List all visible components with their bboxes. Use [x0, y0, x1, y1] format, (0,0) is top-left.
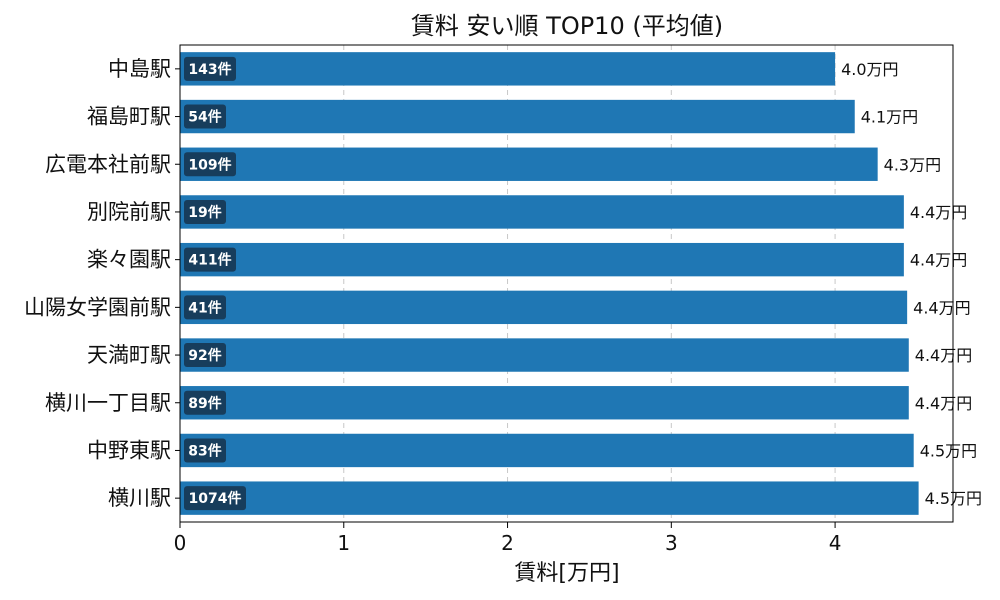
- category-label: 別院前駅: [87, 200, 171, 224]
- count-label: 19件: [188, 204, 221, 221]
- value-label: 4.4万円: [915, 394, 972, 413]
- count-label: 1074件: [189, 490, 242, 507]
- x-axis-label: 賃料[万円]: [514, 561, 619, 586]
- count-label: 143件: [188, 61, 231, 78]
- category-label: 横川駅: [108, 486, 171, 510]
- count-badge: [184, 295, 226, 320]
- bar: [180, 338, 909, 372]
- value-label: 4.5万円: [920, 441, 977, 460]
- count-badge: [184, 152, 236, 177]
- value-label: 4.4万円: [910, 251, 967, 270]
- value-label: 4.4万円: [915, 346, 972, 365]
- count-label: 92件: [188, 347, 221, 364]
- count-badge: [184, 56, 236, 81]
- count-badge: [184, 438, 226, 463]
- category-label: 中島駅: [108, 57, 171, 81]
- count-label: 89件: [188, 395, 221, 412]
- value-label: 4.4万円: [910, 203, 967, 222]
- bar: [180, 147, 878, 181]
- count-badge: [184, 486, 246, 511]
- category-label: 中野東駅: [87, 438, 171, 462]
- bar: [180, 290, 908, 325]
- category-label: 横川一丁目駅: [45, 391, 171, 415]
- category-label: 広電本社前駅: [45, 152, 171, 176]
- count-badge: [184, 390, 226, 415]
- bar: [180, 195, 904, 229]
- count-label: 41件: [188, 299, 221, 316]
- category-label: 天満町駅: [87, 343, 171, 367]
- value-label: 4.3万円: [884, 155, 941, 174]
- count-label: 83件: [188, 442, 221, 459]
- bar: [180, 52, 836, 86]
- plot-frame: [179, 44, 954, 523]
- x-tick-label: 2: [501, 531, 514, 555]
- category-label: 山陽女学園前駅: [24, 295, 171, 319]
- count-badge: [184, 247, 236, 272]
- count-label: 411件: [188, 252, 231, 269]
- x-tick-label: 4: [829, 531, 842, 555]
- value-label: 4.4万円: [913, 298, 970, 317]
- chart-title: 賃料 安い順 TOP10 (平均値): [411, 12, 723, 40]
- bar: [180, 481, 919, 515]
- bars: 4.0万円 143件 4.1万円 54件 4.3万円 109件 4.4万円 19件 4.4万円 4…: [180, 52, 982, 515]
- x-tick-label: 0: [174, 531, 187, 555]
- category-label: 楽々園駅: [87, 248, 171, 272]
- count-label: 54件: [188, 109, 221, 126]
- count-badge: [184, 104, 226, 129]
- count-badge: [184, 199, 226, 224]
- bar: [180, 99, 855, 134]
- value-label: 4.0万円: [841, 60, 898, 79]
- axes: 中島駅福島町駅広電本社前駅別院前駅楽々園駅山陽女学園前駅天満町駅横川一丁目駅中野…: [24, 44, 954, 555]
- x-tick-label: 1: [337, 531, 350, 555]
- bar: [180, 386, 909, 420]
- count-badge: [184, 343, 226, 368]
- category-label: 福島町駅: [87, 105, 171, 129]
- bar: [180, 433, 914, 468]
- x-tick-label: 3: [665, 531, 678, 555]
- value-label: 4.1万円: [861, 108, 918, 127]
- bar: [180, 242, 904, 277]
- count-label: 109件: [188, 156, 231, 173]
